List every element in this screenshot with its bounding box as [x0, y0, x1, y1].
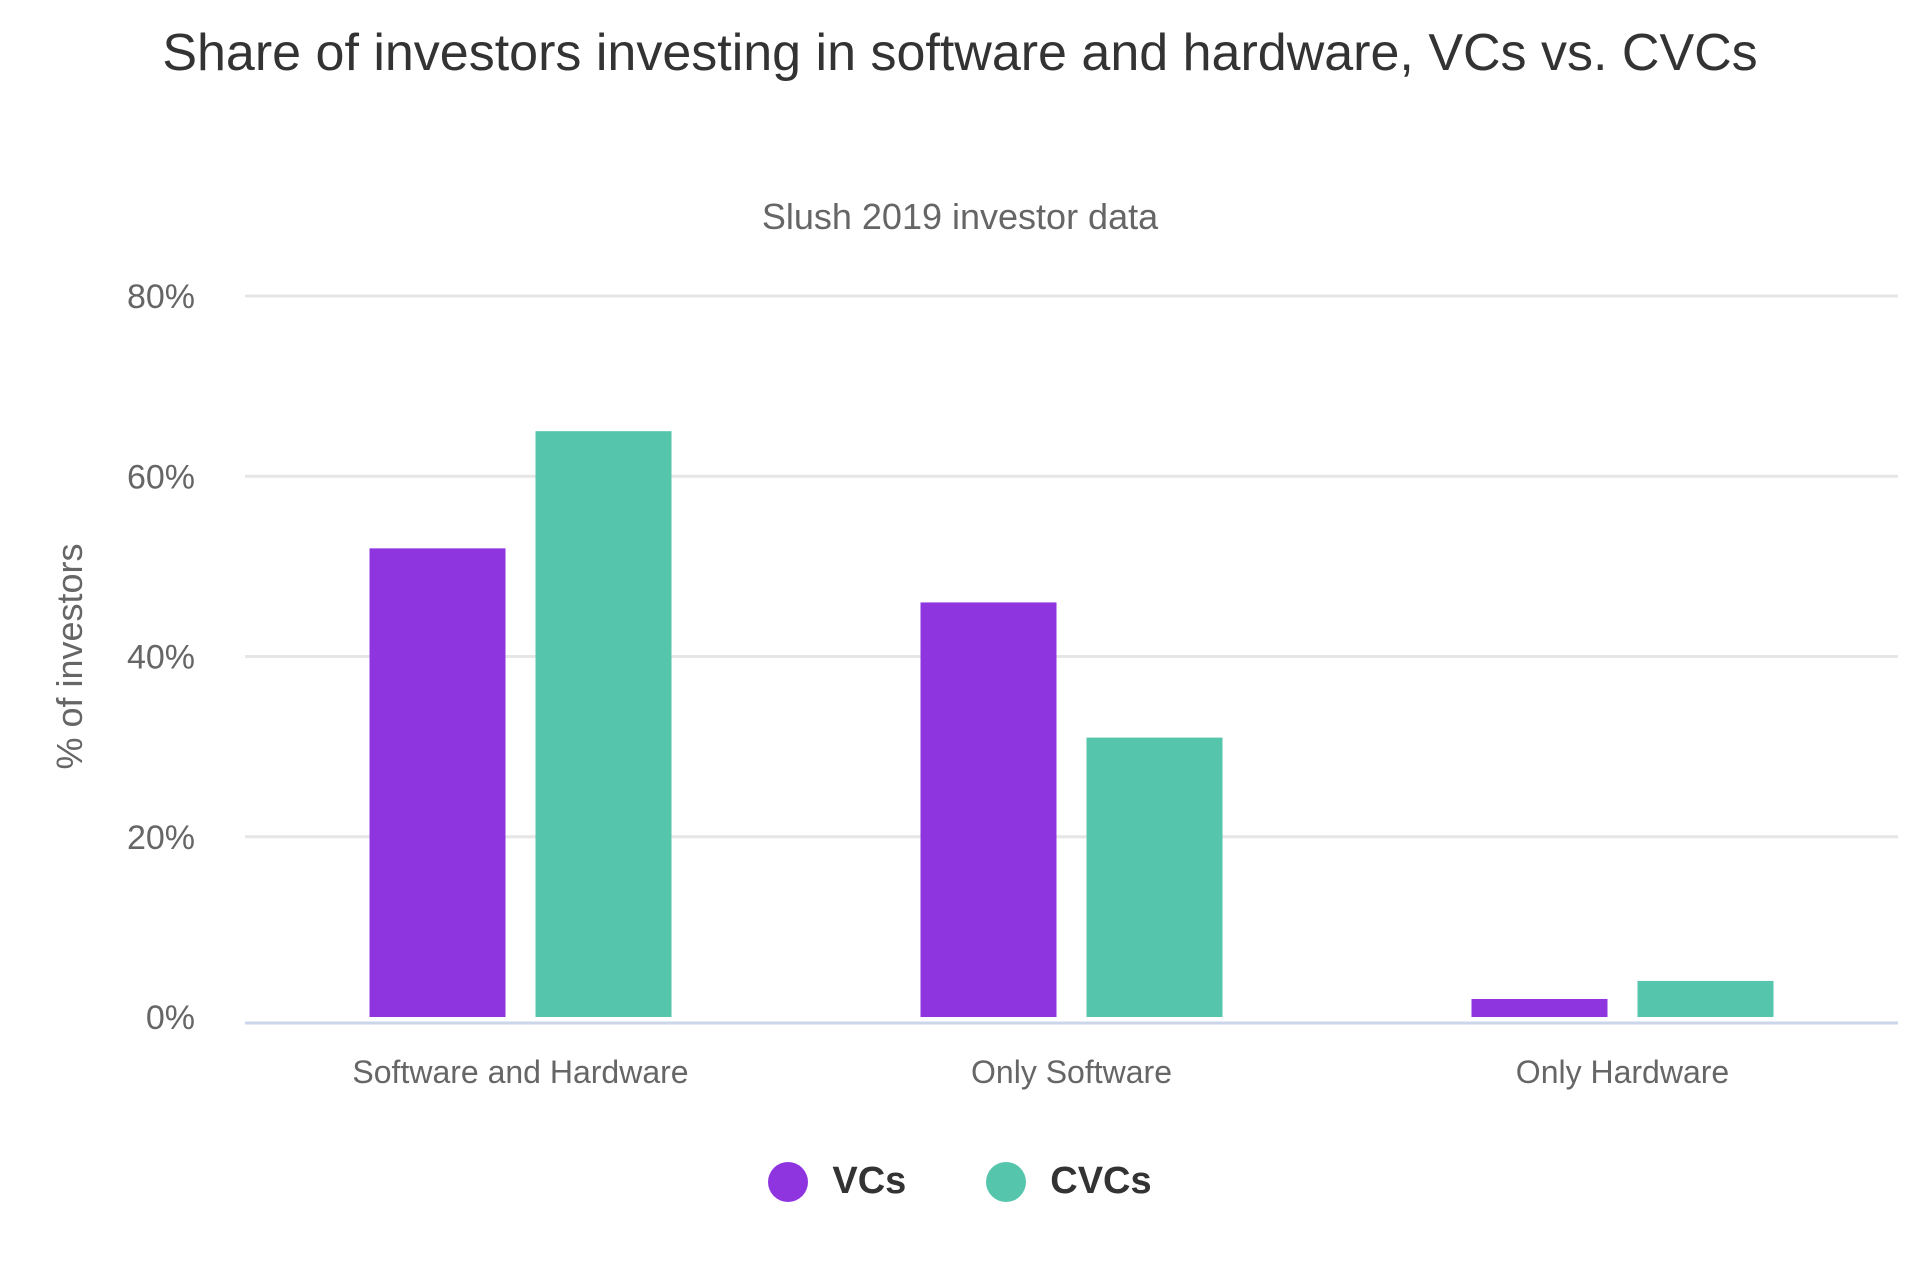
- legend-item-cvcs[interactable]: CVCs: [986, 1160, 1152, 1203]
- bar-vcs-1[interactable]: [369, 548, 506, 1017]
- chart-title: Share of investors investing in software…: [162, 24, 1758, 82]
- legend-item-vcs[interactable]: VCs: [768, 1160, 906, 1203]
- bar-cvcs-3[interactable]: [1637, 980, 1774, 1017]
- x-tick-label: Only Software: [971, 1054, 1172, 1090]
- y-axis-ticks: 0% 20% 40% 60% 80%: [127, 278, 195, 1037]
- bar-cvcs-1[interactable]: [535, 431, 672, 1017]
- bars: [369, 431, 1774, 1017]
- y-tick-label: 0%: [146, 999, 195, 1037]
- grid-lines: [245, 294, 1898, 839]
- y-tick-label: 80%: [127, 278, 195, 316]
- legend-swatch: [986, 1161, 1027, 1202]
- x-tick-label: Only Hardware: [1516, 1054, 1729, 1090]
- bar-vcs-2[interactable]: [920, 602, 1057, 1017]
- bar-vcs-3[interactable]: [1471, 998, 1608, 1017]
- y-tick-label: 60%: [127, 458, 195, 496]
- legend-label: VCs: [832, 1160, 907, 1202]
- y-tick-label: 20%: [127, 819, 195, 857]
- legend: VCs CVCs: [0, 1160, 1920, 1203]
- legend-swatch: [768, 1161, 809, 1202]
- x-axis-ticks: Software and Hardware Only Software Only H…: [352, 1054, 1729, 1090]
- chart-subtitle: Slush 2019 investor data: [761, 196, 1159, 237]
- legend-label: CVCs: [1050, 1160, 1152, 1202]
- y-axis-label: % of investors: [49, 543, 90, 769]
- bar-cvcs-2[interactable]: [1086, 737, 1223, 1017]
- x-tick-label: Software and Hardware: [352, 1054, 688, 1090]
- y-tick-label: 40%: [127, 639, 195, 677]
